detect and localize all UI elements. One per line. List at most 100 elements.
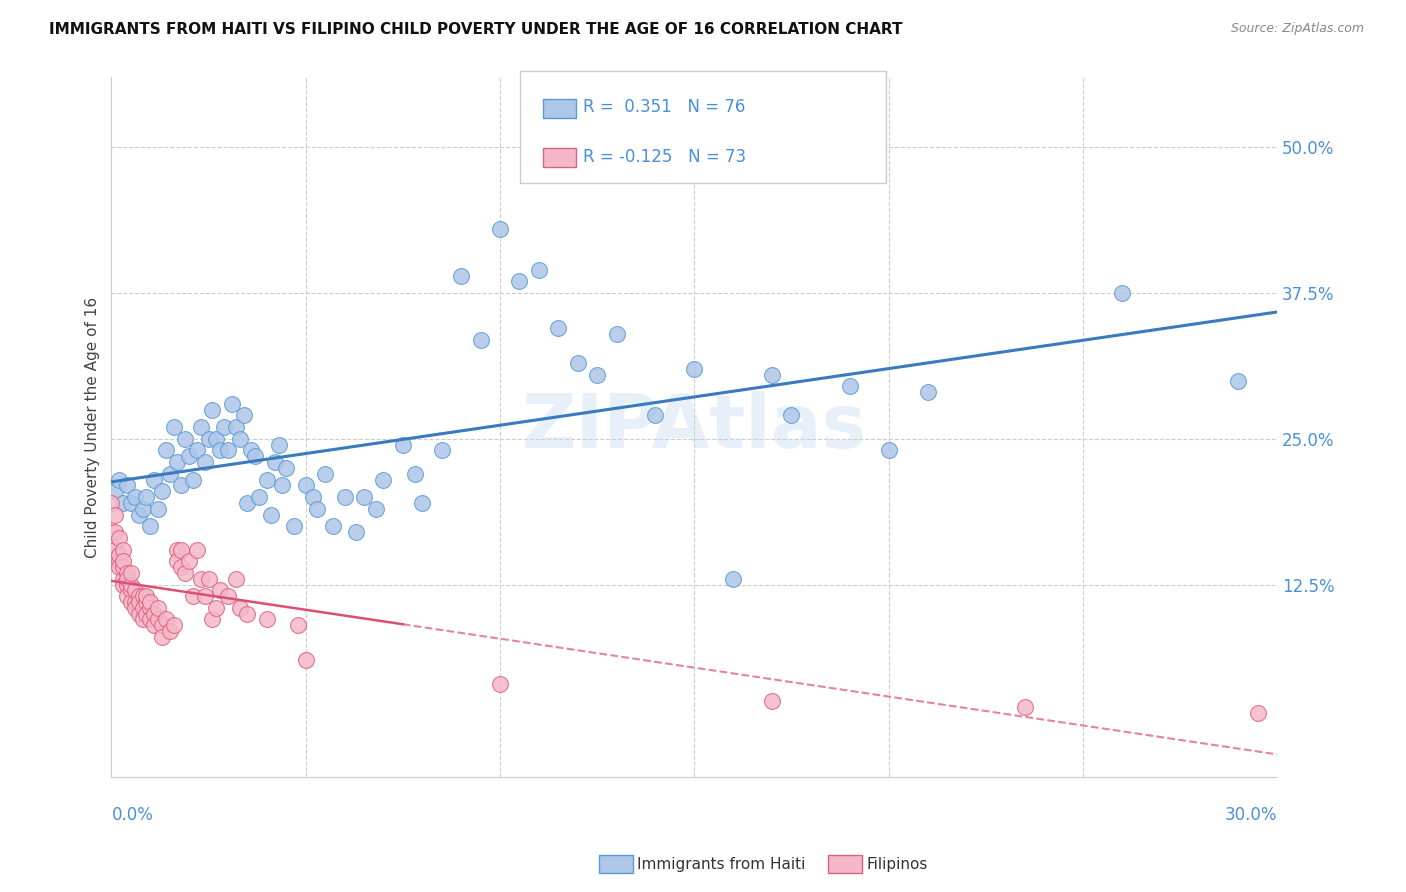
Point (170, 542, 193, 557)
Point (124, 595, 146, 609)
Point (256, 473, 278, 487)
Point (294, 653, 316, 667)
Point (179, 450, 201, 464)
Point (353, 490, 375, 504)
Point (135, 607, 157, 621)
Point (430, 443, 453, 458)
Point (333, 490, 356, 504)
Point (314, 467, 336, 481)
Point (131, 589, 153, 603)
Point (108, 554, 131, 568)
Point (1247, 706, 1270, 720)
Point (146, 612, 169, 626)
Point (236, 607, 259, 621)
Point (115, 572, 138, 586)
Text: Filipinos: Filipinos (866, 857, 928, 871)
Point (344, 524, 367, 539)
Point (112, 542, 135, 557)
Text: R =  0.351   N = 76: R = 0.351 N = 76 (583, 98, 745, 117)
Point (128, 589, 150, 603)
Point (104, 508, 127, 522)
Point (373, 473, 395, 487)
Point (780, 409, 803, 423)
Text: R = -0.125   N = 73: R = -0.125 N = 73 (583, 148, 747, 166)
Point (1227, 374, 1250, 388)
Text: 30.0%: 30.0% (1225, 806, 1277, 824)
Point (112, 572, 135, 586)
Point (112, 577, 135, 591)
Point (260, 508, 283, 522)
Text: ZIPAtlas: ZIPAtlas (522, 391, 868, 464)
Point (761, 368, 783, 382)
Point (217, 443, 239, 458)
Point (877, 443, 900, 458)
Point (143, 618, 166, 632)
Point (217, 589, 239, 603)
Point (450, 268, 472, 283)
Point (146, 600, 169, 615)
Point (263, 455, 285, 469)
Y-axis label: Child Poverty Under the Age of 16: Child Poverty Under the Age of 16 (86, 296, 100, 558)
Point (1014, 700, 1036, 714)
Point (131, 501, 153, 516)
Point (100, 496, 122, 510)
Point (267, 437, 290, 451)
Point (108, 473, 131, 487)
Point (120, 577, 142, 591)
Point (135, 589, 157, 603)
Point (209, 443, 232, 458)
Point (159, 624, 181, 639)
Text: Immigrants from Haiti: Immigrants from Haiti (637, 857, 806, 871)
Point (120, 595, 142, 609)
Point (139, 519, 162, 533)
Point (228, 432, 250, 446)
Point (143, 607, 166, 621)
Point (287, 618, 309, 632)
Point (205, 432, 228, 446)
Point (124, 490, 146, 504)
Point (186, 443, 208, 458)
Point (838, 379, 860, 393)
Point (108, 560, 131, 574)
Point (201, 612, 224, 626)
Point (489, 222, 512, 236)
Text: Source: ZipAtlas.com: Source: ZipAtlas.com (1230, 22, 1364, 36)
Point (228, 600, 250, 615)
Point (128, 595, 150, 609)
Point (586, 368, 609, 382)
Point (166, 455, 188, 469)
Point (162, 420, 184, 434)
Point (606, 326, 628, 341)
Text: 0.0%: 0.0% (111, 806, 153, 824)
Text: IMMIGRANTS FROM HAITI VS FILIPINO CHILD POVERTY UNDER THE AGE OF 16 CORRELATION : IMMIGRANTS FROM HAITI VS FILIPINO CHILD … (49, 22, 903, 37)
Point (150, 618, 173, 632)
Point (225, 572, 247, 586)
Point (302, 490, 325, 504)
Point (283, 519, 305, 533)
Point (271, 478, 294, 492)
Point (135, 490, 157, 504)
Point (761, 694, 783, 708)
Point (120, 566, 142, 580)
Point (205, 600, 228, 615)
Point (256, 612, 278, 626)
Point (489, 676, 512, 690)
Point (139, 612, 162, 626)
Point (240, 443, 263, 458)
Point (683, 362, 706, 376)
Point (150, 484, 173, 499)
Point (104, 484, 127, 499)
Point (108, 531, 131, 545)
Point (190, 420, 212, 434)
Point (166, 542, 188, 557)
Point (179, 554, 201, 568)
Point (143, 473, 166, 487)
Point (174, 432, 197, 446)
Point (155, 612, 177, 626)
Point (245, 450, 267, 464)
Point (128, 508, 150, 522)
Point (404, 467, 426, 481)
Point (146, 501, 169, 516)
Point (124, 583, 146, 598)
Point (392, 437, 415, 451)
